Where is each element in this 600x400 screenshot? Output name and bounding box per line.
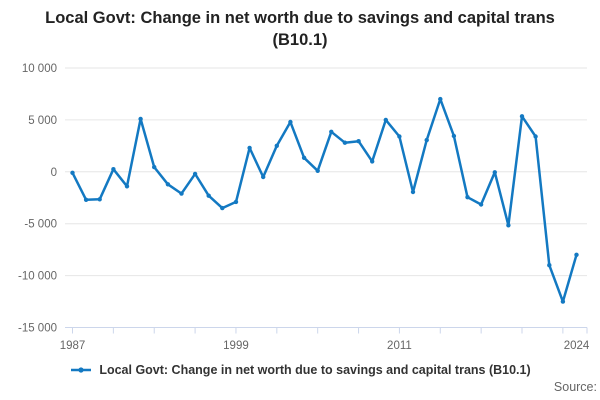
x-axis-tick-label: 2011 xyxy=(387,340,412,352)
y-axis-tick-label: 10 000 xyxy=(22,63,57,75)
data-point-marker[interactable] xyxy=(356,139,361,144)
data-point-marker[interactable] xyxy=(547,263,552,268)
data-point-marker[interactable] xyxy=(111,167,116,172)
data-point-marker[interactable] xyxy=(397,134,402,139)
data-point-marker[interactable] xyxy=(288,119,293,125)
data-point-marker[interactable] xyxy=(83,197,89,202)
y-axis-tick-label: -10 000 xyxy=(18,271,57,283)
data-point-marker[interactable] xyxy=(206,193,211,198)
data-point-marker[interactable] xyxy=(383,117,388,123)
source-label: Source: xyxy=(553,380,597,394)
x-axis-tick-label: 2024 xyxy=(564,340,590,352)
legend-label: Local Govt: Change in net worth due to s… xyxy=(99,363,531,377)
data-point-marker[interactable] xyxy=(247,145,252,151)
data-point-marker[interactable] xyxy=(301,155,307,160)
y-axis-tick-label: 5 000 xyxy=(28,115,57,127)
y-axis-tick-label: 0 xyxy=(51,167,57,179)
data-point-marker[interactable] xyxy=(424,137,429,143)
data-point-marker[interactable] xyxy=(342,140,348,145)
data-point-marker[interactable] xyxy=(410,189,416,195)
chart-title: Local Govt: Change in net worth due to s… xyxy=(45,9,555,50)
data-point-marker[interactable] xyxy=(506,223,511,228)
series-line[interactable] xyxy=(71,97,578,303)
legend-line-marker-icon xyxy=(71,367,92,373)
data-point-marker[interactable] xyxy=(261,174,266,180)
data-point-marker[interactable] xyxy=(519,114,525,119)
data-point-marker[interactable] xyxy=(315,168,320,173)
data-point-marker[interactable] xyxy=(274,143,279,148)
y-axis-tick-label: -15 000 xyxy=(18,323,57,335)
x-axis-tick-label: 1987 xyxy=(60,340,86,352)
data-point-marker[interactable] xyxy=(152,164,157,170)
data-point-marker[interactable] xyxy=(70,170,75,175)
data-point-marker[interactable] xyxy=(329,129,334,134)
data-point-marker[interactable] xyxy=(560,299,566,304)
data-point-marker[interactable] xyxy=(451,133,457,139)
data-point-marker[interactable] xyxy=(533,134,538,139)
legend-item[interactable]: Local Govt: Change in net worth due to s… xyxy=(0,363,600,377)
data-point-marker[interactable] xyxy=(97,197,102,202)
y-axis-tick-label: -5 000 xyxy=(24,219,57,231)
x-axis-tick-label: 1999 xyxy=(223,340,249,352)
data-point-marker[interactable] xyxy=(220,205,225,211)
data-point-marker[interactable] xyxy=(574,252,579,257)
data-point-marker[interactable] xyxy=(370,159,375,164)
data-point-marker[interactable] xyxy=(165,182,171,187)
data-point-marker[interactable] xyxy=(438,96,443,102)
data-point-marker[interactable] xyxy=(233,199,239,205)
data-point-marker[interactable] xyxy=(192,171,198,177)
data-point-marker[interactable] xyxy=(138,116,143,122)
data-point-marker[interactable] xyxy=(179,191,184,196)
data-point-marker[interactable] xyxy=(124,184,130,189)
data-point-marker[interactable] xyxy=(478,202,484,207)
data-point-marker[interactable] xyxy=(492,170,497,175)
data-point-marker[interactable] xyxy=(465,195,470,200)
